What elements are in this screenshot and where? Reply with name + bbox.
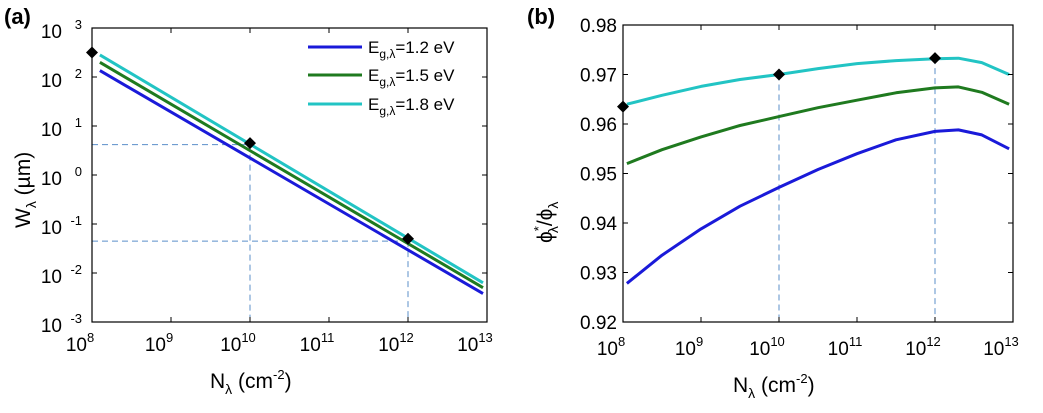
b-x-tick-label: 1011 bbox=[828, 334, 863, 360]
a-xlabel: Nλ (cm-2) bbox=[210, 367, 292, 397]
a-y-tick-label: 10 -1 bbox=[41, 213, 82, 239]
b-series-line bbox=[626, 85, 1010, 165]
a-data-marker bbox=[86, 46, 98, 59]
a-series-line bbox=[99, 61, 484, 289]
a-y-tick-label: 10 1 bbox=[41, 115, 82, 141]
b-y-tick-label: 0.97 bbox=[580, 66, 617, 87]
a-x-tick-label: 108 bbox=[66, 330, 94, 356]
legend-entry-2: Eg,λ=1.5 eV bbox=[368, 66, 455, 89]
b-y-tick-label: 0.98 bbox=[580, 16, 617, 37]
a-series-line bbox=[99, 69, 484, 295]
b-y-tick-label: 0.93 bbox=[580, 264, 617, 285]
panel-a-label: (a) bbox=[4, 4, 31, 29]
a-x-tick-label: 1011 bbox=[300, 330, 335, 356]
a-y-tick-label: 10 -3 bbox=[41, 311, 82, 337]
a-data-marker bbox=[402, 232, 414, 245]
legend: Eg,λ=1.2 eV Eg,λ=1.5 eV Eg,λ=1.8 eV bbox=[308, 38, 455, 118]
b-x-tick-label: 108 bbox=[597, 334, 625, 360]
plot-b: 108 109 1010 1011 1012 1013 0.98 0.97 0.96 0.95 0.… bbox=[580, 16, 1019, 360]
a-x-tick-label: 109 bbox=[145, 330, 173, 356]
b-data-marker bbox=[773, 68, 785, 81]
b-y-tick-label: 0.96 bbox=[580, 115, 617, 136]
b-x-tick-label: 109 bbox=[675, 334, 703, 360]
b-x-tick-label: 1012 bbox=[905, 334, 941, 360]
a-y-tick-label: 10 3 bbox=[41, 17, 82, 43]
legend-entry-3: Eg,λ=1.8 eV bbox=[368, 95, 455, 118]
b-series-line bbox=[626, 56, 1010, 106]
b-xlabel: Nλ (cm-2) bbox=[733, 371, 815, 401]
a-y-tick-label: 10 -2 bbox=[41, 262, 82, 288]
panel-b-label: (b) bbox=[527, 4, 555, 29]
a-x-tick-label: 1013 bbox=[457, 330, 493, 356]
b-data-marker bbox=[929, 52, 941, 65]
a-series-line bbox=[99, 53, 484, 285]
a-x-tick-label: 1010 bbox=[220, 330, 256, 356]
a-x-tick-label: 1012 bbox=[378, 330, 414, 356]
a-y-tick-label: 10 2 bbox=[41, 66, 82, 92]
legend-entry-1: Eg,λ=1.2 eV bbox=[368, 38, 455, 61]
a-data-marker bbox=[244, 137, 256, 150]
a-ylabel: Wλ (µm) bbox=[12, 152, 39, 228]
b-data-marker bbox=[617, 100, 629, 113]
b-y-tick-label: 0.95 bbox=[580, 165, 617, 186]
b-x-tick-label: 1010 bbox=[749, 334, 785, 360]
b-series-line bbox=[625, 128, 1010, 285]
b-y-tick-label: 0.94 bbox=[580, 214, 617, 235]
b-x-tick-label: 1013 bbox=[983, 334, 1019, 360]
b-ylabel: ϕ*λ/ϕλ bbox=[531, 202, 561, 243]
a-y-tick-label: 10 0 bbox=[41, 164, 82, 190]
b-y-tick-label: 0.92 bbox=[580, 313, 617, 334]
